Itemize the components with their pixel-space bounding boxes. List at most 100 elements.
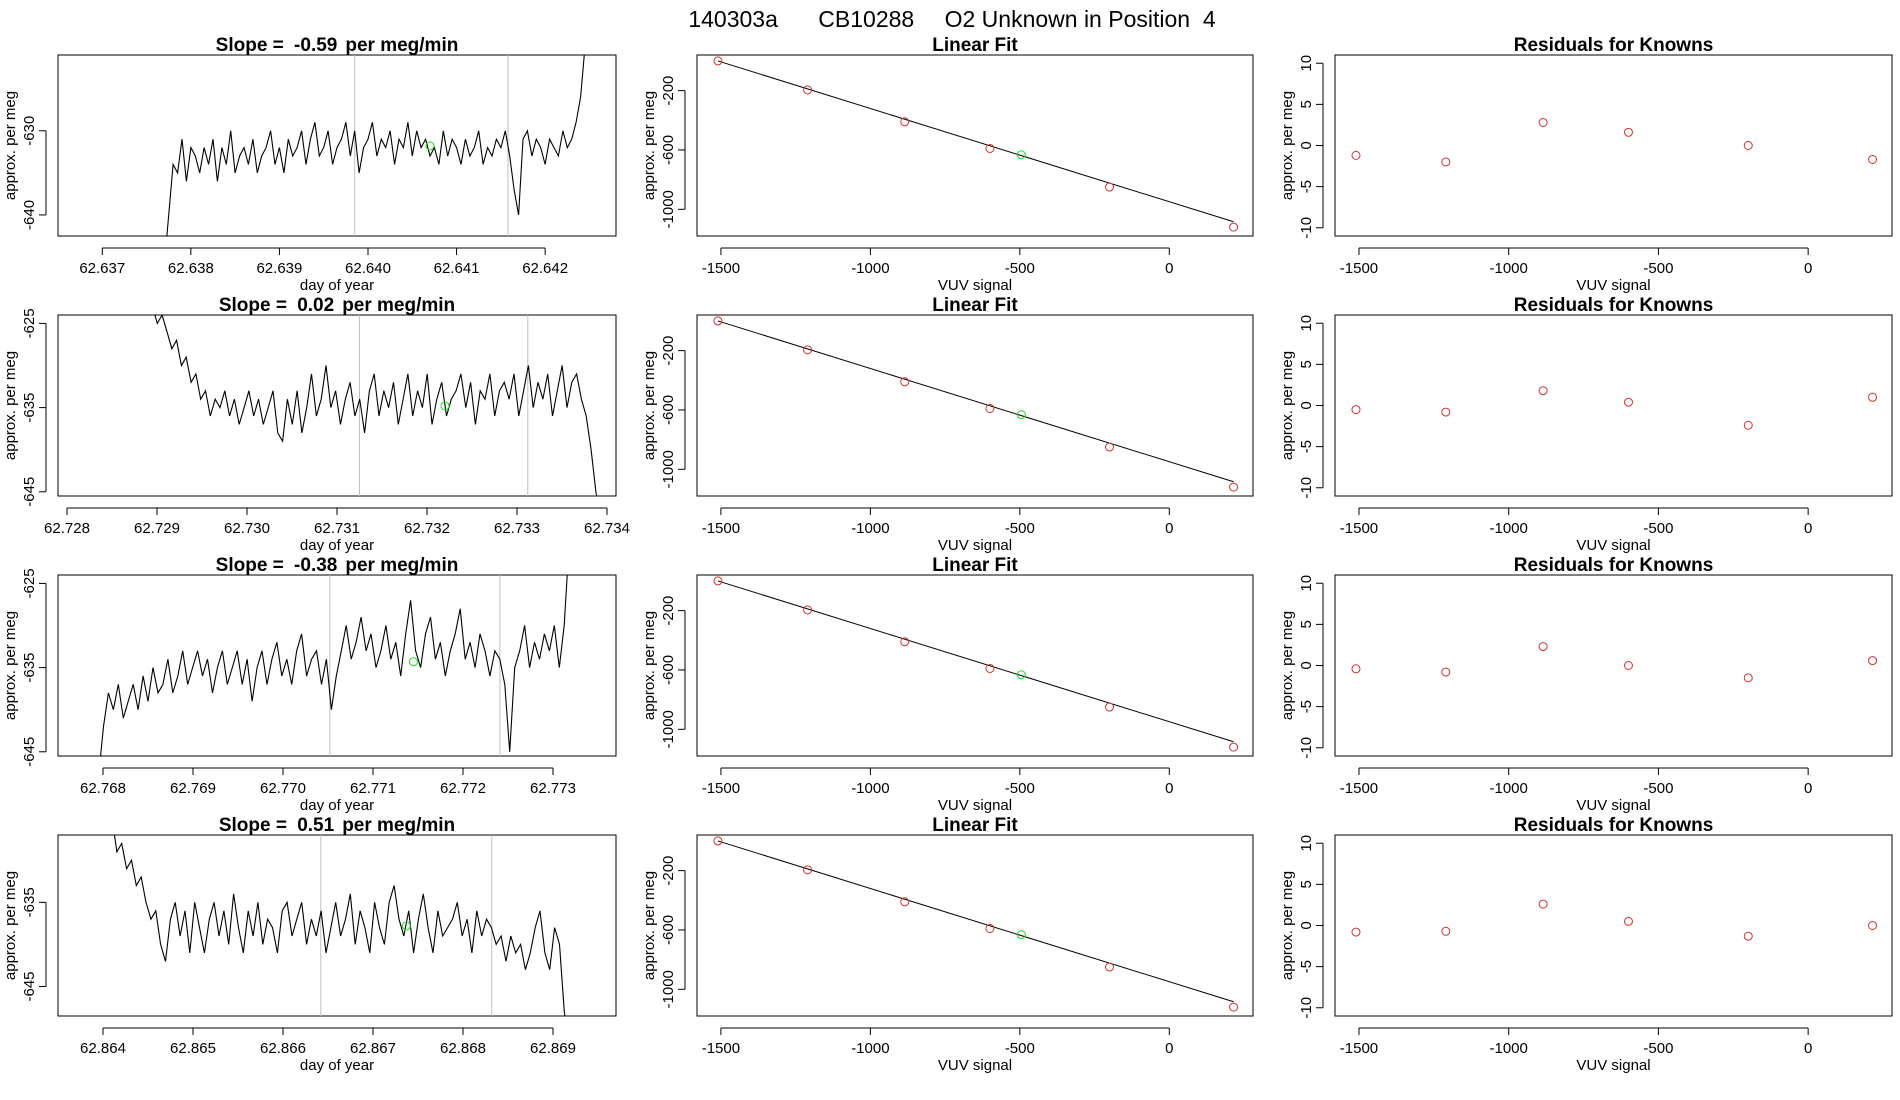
panel-title: Slope = -0.38 per meg/min [216, 555, 459, 576]
x-tick-label: -1000 [851, 260, 889, 277]
time-series-panel-2: Slope = 0.02 per meg/min 62.728 62.729 62.73… [2, 295, 630, 554]
known-point [900, 637, 910, 647]
known-point [1743, 673, 1753, 683]
x-tick-label: -500 [1643, 780, 1673, 797]
y-tick-label: -10 [1298, 217, 1315, 239]
x-tick-label: 62.729 [134, 520, 180, 537]
known-point [1538, 117, 1548, 127]
y-tick-label: -1000 [660, 970, 677, 1008]
x-tick-label: -1500 [1340, 520, 1378, 537]
x-tick-label: 0 [1804, 780, 1812, 797]
y-axis-label: approx. per meg [1279, 871, 1296, 980]
residuals-panel-3: Residuals for Knowns -1500 -1000 -500 0 VUV s… [1279, 555, 1893, 814]
panel-title: Slope = 0.02 per meg/min [219, 295, 455, 316]
x-tick-label: 62.731 [314, 520, 360, 537]
known-point [1743, 420, 1753, 430]
x-tick-label: -500 [1005, 260, 1035, 277]
known-point [900, 377, 910, 387]
x-axis-label: VUV signal [938, 277, 1012, 294]
x-tick-label: 62.768 [80, 780, 126, 797]
slope-value: -0.59 [294, 35, 337, 56]
plot-frame [57, 314, 617, 497]
x-tick-label: -1500 [702, 780, 740, 797]
y-tick-label: 5 [1298, 360, 1315, 368]
y-tick-label: 10 [1298, 575, 1315, 592]
time-series-panel-3: Slope = -0.38 per meg/min 62.768 62.769 62.7… [2, 555, 617, 814]
known-point [803, 85, 813, 95]
y-axis-label: approx. per meg [641, 351, 658, 460]
known-point [713, 56, 723, 66]
x-tick-label: -1500 [702, 260, 740, 277]
x-axis-label: VUV signal [938, 797, 1012, 814]
panel-title: Residuals for Knowns [1514, 815, 1714, 836]
x-tick-label: -500 [1643, 520, 1673, 537]
plot-frame [57, 54, 617, 237]
y-tick-label: -625 [21, 308, 38, 338]
x-axis-label: VUV signal [1576, 1057, 1650, 1074]
y-tick-label: -5 [1298, 440, 1315, 453]
x-tick-label: -500 [1005, 1040, 1035, 1057]
y-tick-label: 10 [1298, 315, 1315, 332]
known-point [713, 316, 723, 326]
x-tick-label: 62.769 [170, 780, 216, 797]
x-tick-label: -1000 [1490, 520, 1528, 537]
x-tick-label: -500 [1643, 260, 1673, 277]
x-tick-label: -1000 [1490, 1040, 1528, 1057]
x-tick-label: 62.869 [530, 1040, 576, 1057]
slope-units: per meg/min [345, 555, 458, 576]
plot-frame [1334, 54, 1893, 237]
x-tick-label: 62.734 [584, 520, 630, 537]
fit-line [717, 580, 1234, 743]
y-tick-label: -10 [1298, 477, 1315, 499]
plot-frame [696, 54, 1254, 237]
known-point [900, 117, 910, 127]
x-tick-label: 62.868 [440, 1040, 486, 1057]
panel-title: Residuals for Knowns [1514, 295, 1714, 316]
y-tick-label: 0 [1298, 401, 1315, 409]
y-tick-label: -1000 [660, 710, 677, 748]
figure-title-svg: 140303a CB10288 O2 Unknown in Position 4 [688, 6, 1215, 32]
y-tick-label: -1000 [660, 190, 677, 228]
known-point [1441, 407, 1451, 417]
fit-line [717, 320, 1234, 483]
known-point [900, 897, 910, 907]
panel-title: Linear Fit [932, 815, 1018, 836]
x-axis-label: VUV signal [1576, 797, 1650, 814]
known-point [985, 923, 995, 933]
slope-units: per meg/min [345, 35, 458, 56]
known-point [713, 836, 723, 846]
linear-fit-panel-3: Linear Fit -1500 -1000 -500 0 VUV signal -200 -… [641, 555, 1254, 814]
y-axis-label: approx. per meg [1279, 611, 1296, 720]
y-tick-label: -635 [21, 887, 38, 917]
x-tick-label: -1000 [851, 1040, 889, 1057]
x-tick-label: -1500 [1340, 1040, 1378, 1057]
unknown-marker [401, 921, 411, 931]
known-point [1538, 899, 1548, 909]
fit-line [717, 840, 1234, 1003]
known-point [1229, 742, 1239, 752]
x-tick-label: 62.637 [79, 260, 125, 277]
x-axis-label: VUV signal [1576, 277, 1650, 294]
x-tick-label: 0 [1165, 780, 1173, 797]
known-point [1623, 661, 1633, 670]
slope-units: per meg/min [342, 295, 455, 316]
known-point [1441, 157, 1451, 167]
known-point [1441, 926, 1451, 936]
linear-fit-panel-4: Linear Fit -1500 -1000 -500 0 VUV signal -200 -… [641, 815, 1254, 1074]
x-tick-label: 0 [1804, 260, 1812, 277]
y-tick-label: -645 [21, 972, 38, 1002]
y-tick-label: -645 [21, 477, 38, 507]
residuals-panel-1: Residuals for Knowns -1500 -1000 -500 0 VUV s… [1279, 35, 1893, 294]
residuals-panel-2: Residuals for Knowns -1500 -1000 -500 0 VUV s… [1279, 295, 1893, 554]
panel-title: Residuals for Knowns [1514, 555, 1714, 576]
y-axis-label: approx. per meg [2, 871, 19, 980]
fit-line [717, 60, 1234, 223]
y-tick-label: 0 [1298, 921, 1315, 929]
x-tick-label: 62.866 [260, 1040, 306, 1057]
unknown-point [1016, 410, 1026, 420]
x-tick-label: 0 [1165, 260, 1173, 277]
x-tick-label: -500 [1005, 520, 1035, 537]
x-tick-label: 62.867 [350, 1040, 396, 1057]
y-tick-label: 0 [1298, 661, 1315, 669]
panel-title: Slope = 0.51 per meg/min [219, 815, 455, 836]
